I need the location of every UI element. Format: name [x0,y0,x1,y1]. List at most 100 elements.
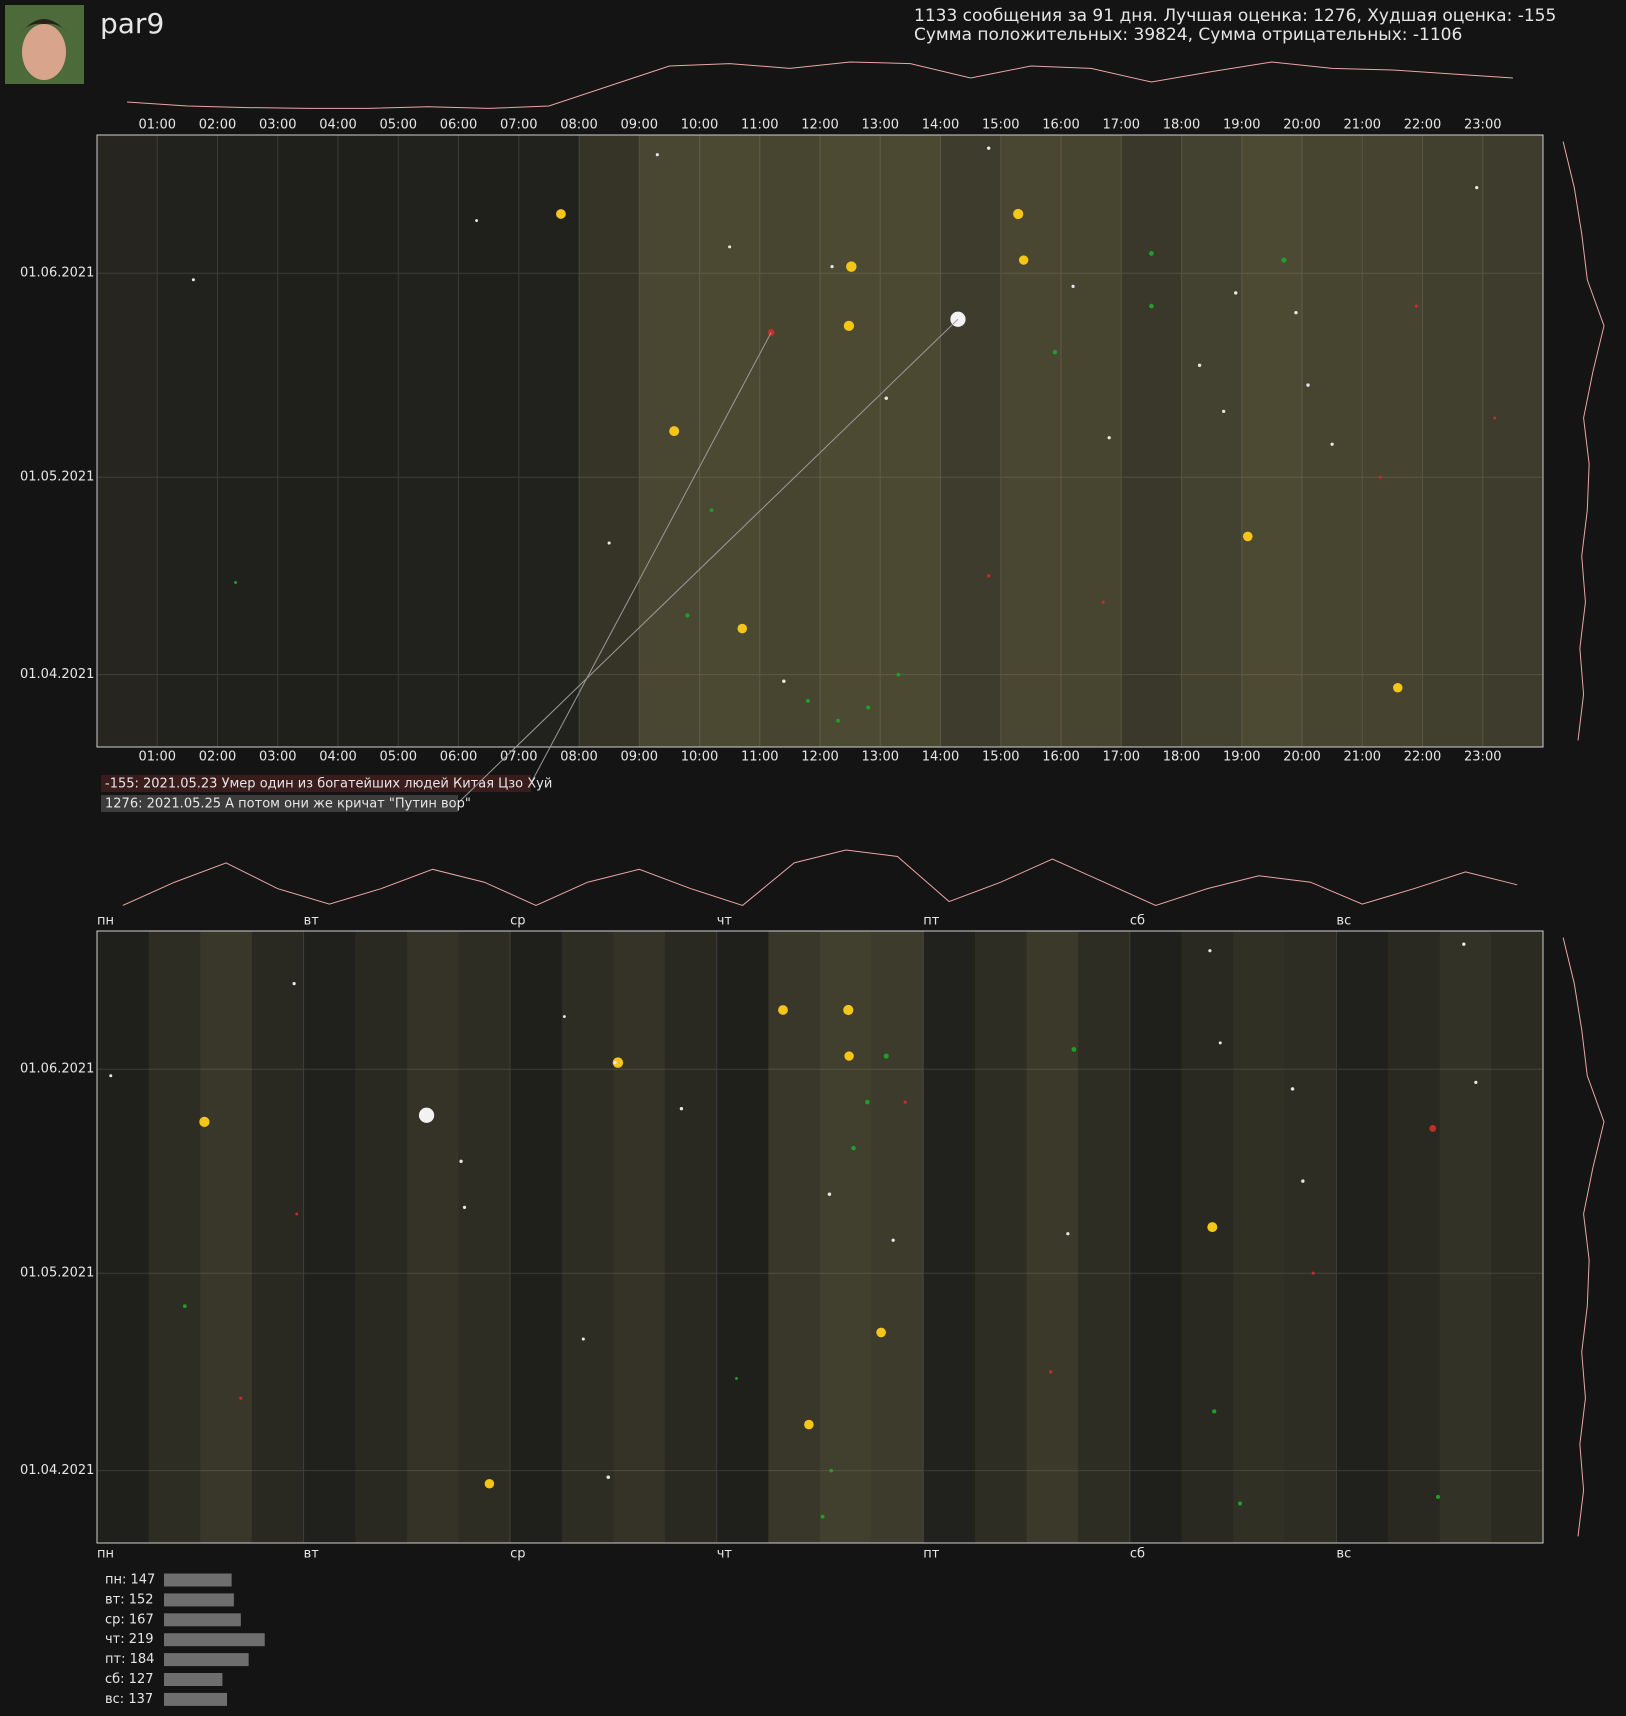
hour-shade [880,135,941,747]
y-tick-label: 01.05.2021 [20,1266,94,1281]
avatar-face [22,24,66,80]
message-dot [903,1100,907,1104]
message-dot [1294,311,1298,315]
x-tick-label: 02:00 [199,118,236,133]
message-dot [1330,442,1334,446]
message-dot [728,245,732,249]
x-tick-label: 03:00 [259,750,296,765]
x-tick-label: 16:00 [1042,118,1079,133]
x-tick-label: 21:00 [1344,118,1381,133]
message-dot [1475,186,1479,190]
hour-shade [940,135,1001,747]
x-tick-label: 23:00 [1464,118,1501,133]
hour-shade [278,135,338,747]
day-shade [355,931,407,1543]
hour-shade [398,135,458,747]
x-tick-label: 21:00 [1344,750,1381,765]
message-dot [199,1116,210,1127]
day-shade [304,931,356,1543]
message-dot [1101,600,1105,604]
x-tick-label: 14:00 [922,118,959,133]
bar-label: пт: 184 [105,1652,154,1667]
message-dot [418,1107,435,1123]
message-dot [295,1212,299,1216]
message-dot [1071,1047,1077,1052]
message-dot [987,574,991,578]
message-dot [182,1304,187,1308]
message-dot [804,1419,814,1430]
x-tick-label: 19:00 [1223,750,1260,765]
hour-shade [519,135,579,747]
y-tick-label: 01.06.2021 [20,266,94,281]
x-tick-label: сб [1130,1547,1145,1562]
day-shade [1078,931,1130,1543]
stats-line: Сумма положительных: 39824, Сумма отрица… [914,25,1462,45]
hour-shade [1181,135,1242,747]
x-tick-label: 06:00 [440,118,477,133]
x-tick-label: вс [1336,1547,1351,1562]
message-dot [1207,1222,1218,1233]
day-shade [1491,931,1543,1543]
message-dot [1233,291,1238,295]
hour-shade [218,135,278,747]
bar [164,1613,241,1627]
x-tick-label: 01:00 [139,750,176,765]
x-tick-label: 13:00 [862,118,899,133]
x-tick-label: 20:00 [1283,750,1320,765]
hour-shade [97,135,158,747]
x-tick-label: 18:00 [1163,118,1200,133]
x-tick-label: чт [717,914,733,929]
message-dot [843,1004,854,1016]
message-dot [1306,383,1310,387]
x-tick-label: 15:00 [982,750,1019,765]
hour-shade [820,135,881,747]
message-dot [1107,436,1111,440]
x-tick-label: 10:00 [681,118,718,133]
day-activity-curve [122,849,1518,906]
x-tick-label: ср [510,914,525,929]
day-shade [1284,931,1337,1543]
day-shade [820,931,872,1543]
message-dot [1013,208,1024,220]
day-shade [251,931,304,1543]
x-tick-label: 08:00 [560,750,597,765]
message-dot [830,265,834,269]
hour-shade [639,135,700,747]
hour-shade [1000,135,1061,747]
x-tick-label: пт [923,914,939,929]
x-tick-label: 11:00 [741,118,778,133]
message-dot [1474,1080,1478,1084]
message-dot [669,426,680,437]
message-dot [851,1145,856,1151]
message-dot [612,1057,624,1068]
x-tick-label: 03:00 [259,118,296,133]
day-shade [406,931,459,1543]
avatar-hair [20,19,68,34]
message-dot [606,1475,611,1479]
message-dot [1052,349,1058,355]
message-dot [1212,1409,1217,1414]
x-tick-label: 05:00 [380,750,417,765]
message-dot [1378,475,1382,479]
avatar [5,5,84,84]
message-dot [581,1337,585,1341]
day-shade [97,931,149,1543]
annotation-leader [530,332,772,784]
day-shade [871,931,924,1543]
message-dot [986,146,991,150]
message-dot [820,1514,825,1519]
x-tick-label: 10:00 [681,750,718,765]
message-dot [709,508,714,512]
bar [164,1593,234,1607]
hour-shade [1482,135,1543,747]
message-dot [1414,304,1419,308]
hour-shade [759,135,820,747]
bar [164,1633,265,1647]
bar-label: вт: 152 [105,1592,154,1607]
day-shade [923,931,975,1543]
day-shade [458,931,511,1543]
x-tick-label: вс [1336,914,1351,929]
x-tick-label: 17:00 [1103,118,1140,133]
message-dot [829,1468,834,1473]
message-dot [191,278,195,282]
